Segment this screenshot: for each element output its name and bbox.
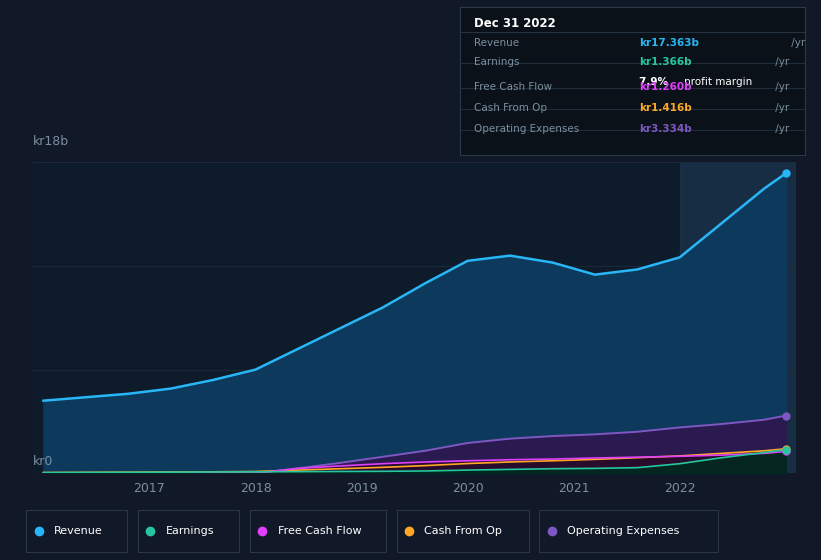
Text: /yr: /yr	[772, 57, 789, 67]
Text: Operating Expenses: Operating Expenses	[567, 526, 680, 535]
FancyBboxPatch shape	[250, 510, 386, 552]
Text: /yr: /yr	[772, 124, 789, 134]
Text: Free Cash Flow: Free Cash Flow	[277, 526, 361, 535]
Bar	[680, 162, 796, 473]
Text: Operating Expenses: Operating Expenses	[474, 124, 579, 134]
Text: /yr: /yr	[788, 38, 805, 48]
Text: Cash From Op: Cash From Op	[424, 526, 502, 535]
Text: 7.9%: 7.9%	[640, 77, 672, 87]
Text: /yr: /yr	[772, 82, 789, 92]
Text: Earnings: Earnings	[474, 57, 520, 67]
Text: Revenue: Revenue	[474, 38, 519, 48]
Text: kr1.416b: kr1.416b	[640, 103, 692, 113]
Text: Revenue: Revenue	[54, 526, 103, 535]
Text: kr0: kr0	[33, 455, 53, 468]
Text: profit margin: profit margin	[684, 77, 753, 87]
Text: Free Cash Flow: Free Cash Flow	[474, 82, 552, 92]
Text: kr17.363b: kr17.363b	[640, 38, 699, 48]
FancyBboxPatch shape	[539, 510, 718, 552]
FancyBboxPatch shape	[138, 510, 239, 552]
Text: kr3.334b: kr3.334b	[640, 124, 692, 134]
Text: Cash From Op: Cash From Op	[474, 103, 547, 113]
Text: kr1.366b: kr1.366b	[640, 57, 692, 67]
Text: kr18b: kr18b	[33, 136, 69, 148]
Text: Dec 31 2022: Dec 31 2022	[474, 17, 556, 30]
Text: Earnings: Earnings	[166, 526, 214, 535]
FancyBboxPatch shape	[397, 510, 529, 552]
FancyBboxPatch shape	[26, 510, 127, 552]
Text: /yr: /yr	[772, 103, 789, 113]
Text: kr1.260b: kr1.260b	[640, 82, 692, 92]
